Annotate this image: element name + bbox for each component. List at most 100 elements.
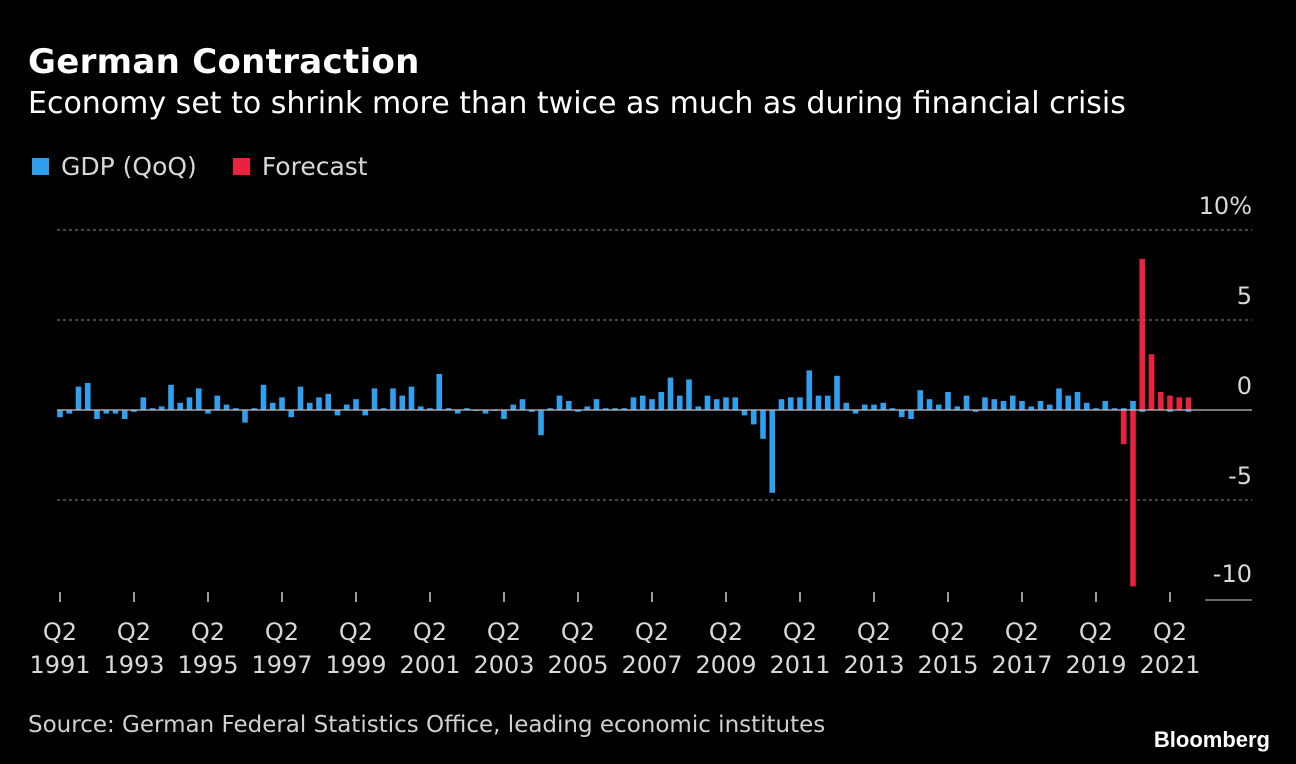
gdp-bar — [121, 410, 128, 419]
gdp-bar — [750, 410, 757, 425]
brand-logo: Bloomberg — [1153, 727, 1270, 752]
gdp-bar — [436, 374, 443, 410]
gdp-bar — [454, 410, 461, 414]
gdp-bar — [797, 397, 803, 410]
gdp-bar — [75, 386, 82, 410]
legend-swatch-forecast — [232, 158, 250, 175]
x-tick-label-year: 1995 — [177, 651, 238, 679]
gdp-bar — [1120, 408, 1127, 410]
gdp-bar — [177, 402, 184, 410]
gdp-bar — [334, 410, 341, 416]
bars — [57, 258, 1192, 587]
legend-label-forecast: Forecast — [261, 152, 368, 181]
gdp-bar — [954, 406, 961, 410]
legend-swatch-gdp — [32, 158, 49, 175]
x-tick-label-year: 1993 — [103, 651, 164, 679]
gdp-bar — [889, 408, 896, 410]
gdp-bar — [861, 404, 868, 410]
forecast-bar — [1176, 397, 1183, 410]
forecast-bar — [1148, 354, 1155, 410]
x-tick-label-quarter: Q2 — [43, 618, 77, 646]
gdp-bar — [1139, 410, 1146, 412]
gdp-bar — [1074, 392, 1081, 410]
gdp-bar — [1102, 401, 1109, 410]
gdp-bar — [251, 408, 258, 410]
y-tick-label: -5 — [1228, 462, 1252, 490]
gdp-bar — [787, 397, 794, 410]
gdp-bar — [214, 395, 221, 410]
legend-label-gdp: GDP (QoQ) — [61, 152, 197, 181]
forecast-bar — [1185, 397, 1192, 410]
gdp-bar — [843, 402, 850, 410]
y-axis-labels: 10% 5 0 -5 -10 — [1199, 192, 1252, 588]
gdp-bar — [427, 408, 433, 410]
y-tick-label: 0 — [1237, 372, 1252, 400]
chart-legend: GDP (QoQ) Forecast — [32, 152, 404, 181]
x-tick-label-year: 2013 — [843, 651, 904, 679]
gridlines — [57, 229, 1252, 601]
gdp-bar — [445, 408, 452, 410]
gdp-bar — [1093, 408, 1099, 410]
gdp-bar — [390, 388, 396, 410]
x-tick-label-quarter: Q2 — [191, 618, 225, 646]
x-tick-label-quarter: Q2 — [561, 618, 595, 646]
gdp-bar — [464, 408, 470, 410]
gdp-bar — [528, 410, 535, 412]
gdp-bar — [288, 410, 295, 418]
gdp-bar — [1130, 401, 1136, 410]
x-tick-label-quarter: Q2 — [857, 618, 891, 646]
gdp-bar — [630, 397, 637, 410]
forecast-bar — [1120, 410, 1127, 445]
gdp-bar — [686, 379, 692, 410]
gdp-bar — [306, 402, 313, 410]
gdp-bar — [676, 395, 683, 410]
x-tick-label-quarter: Q2 — [1079, 618, 1113, 646]
gdp-bar — [260, 384, 267, 410]
gdp-bar — [898, 410, 905, 418]
gdp-bar — [242, 410, 248, 423]
gdp-bar — [991, 399, 998, 410]
legend-item-gdp: GDP (QoQ) — [32, 152, 197, 181]
gdp-bar — [806, 370, 813, 410]
gdp-bar — [1046, 404, 1053, 410]
gdp-bar — [723, 397, 729, 410]
gdp-bar — [362, 410, 369, 416]
x-tick-label-year: 2021 — [1139, 651, 1200, 679]
gdp-bar — [871, 404, 877, 410]
gdp-bar — [565, 401, 572, 410]
gdp-bar — [1065, 395, 1072, 410]
gdp-bar — [769, 410, 776, 493]
gdp-bar — [1028, 406, 1035, 410]
gdp-bar — [482, 410, 489, 414]
x-tick-label-year: 1997 — [251, 651, 312, 679]
gdp-bar — [519, 399, 526, 410]
x-tick-label-year: 1999 — [325, 651, 386, 679]
gdp-bar — [66, 410, 73, 414]
gdp-bar — [612, 408, 618, 410]
y-tick-label: -10 — [1213, 560, 1252, 588]
gdp-bar — [945, 392, 951, 410]
x-tick-label-quarter: Q2 — [783, 618, 817, 646]
y-tick-label: 10% — [1199, 192, 1252, 220]
gdp-bar — [140, 397, 147, 410]
x-tick-label-year: 2009 — [695, 651, 756, 679]
x-tick-label-quarter: Q2 — [413, 618, 447, 646]
gdp-bar — [935, 404, 942, 410]
gdp-bar — [852, 410, 859, 414]
x-tick-label-quarter: Q2 — [1005, 618, 1039, 646]
x-tick-label-quarter: Q2 — [487, 618, 521, 646]
x-tick-label-quarter: Q2 — [339, 618, 373, 646]
forecast-bar — [1167, 395, 1173, 410]
gdp-bar — [593, 399, 600, 410]
gdp-bar — [926, 399, 933, 410]
gdp-bar — [1037, 401, 1044, 410]
gdp-bar — [103, 410, 110, 414]
gdp-bar — [824, 395, 831, 410]
x-tick-label-year: 2011 — [769, 651, 830, 679]
gdp-bar — [1167, 410, 1173, 412]
gdp-bar — [917, 390, 924, 410]
gdp-bar — [84, 383, 91, 410]
gdp-bar — [547, 408, 554, 410]
x-tick-label-year: 1991 — [29, 651, 90, 679]
